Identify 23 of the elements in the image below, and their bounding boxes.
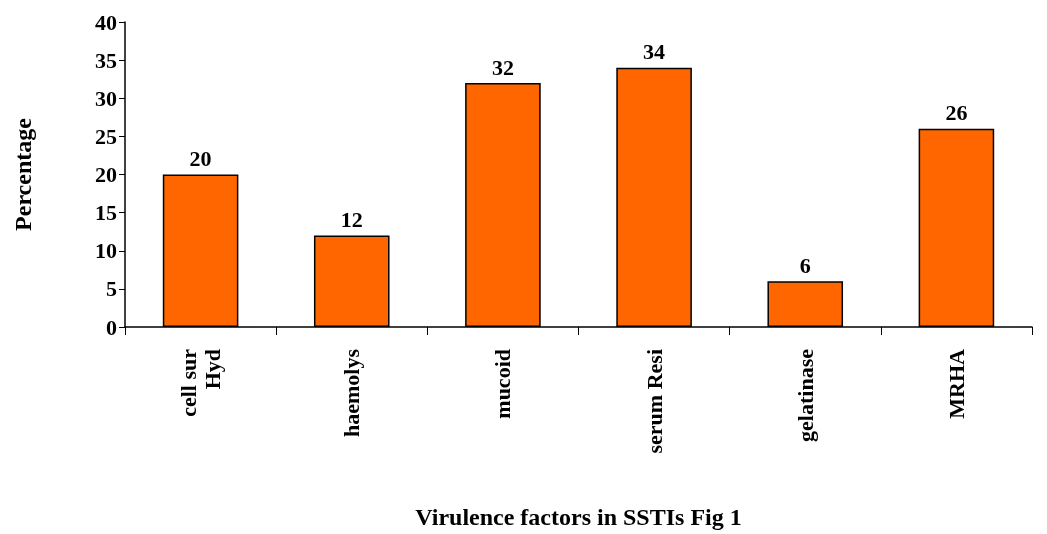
y-tick-label: 35	[95, 47, 117, 73]
y-axis-title: Percentage	[10, 117, 36, 231]
x-tick-label: MRHA	[943, 348, 969, 419]
x-tick-label: serum Resi	[641, 349, 667, 454]
y-tick-label: 15	[95, 200, 117, 226]
y-tick-label: 20	[95, 162, 117, 187]
data-label: 12	[340, 207, 363, 232]
x-tick-label: cell sur Hyd	[176, 348, 226, 417]
data-label: 26	[945, 100, 968, 126]
x-tick-label: haemolys	[339, 348, 365, 437]
x-tick-label: mucoid	[490, 349, 516, 419]
y-tick-label: 30	[95, 85, 117, 111]
data-label: 32	[491, 54, 514, 80]
data-label: 20	[189, 146, 212, 171]
y-tick-label: 0	[106, 314, 117, 340]
x-axis-title: Virulence factors in SSTIs Fig 1	[415, 504, 742, 530]
y-tick-label: 10	[95, 238, 117, 264]
data-label: 34	[643, 39, 666, 65]
x-tick-label: gelatinase	[792, 348, 818, 442]
y-tick-label: 5	[106, 276, 117, 302]
y-tick-label: 40	[95, 9, 117, 35]
data-label: 6	[799, 252, 811, 278]
y-tick-label: 25	[95, 123, 117, 149]
